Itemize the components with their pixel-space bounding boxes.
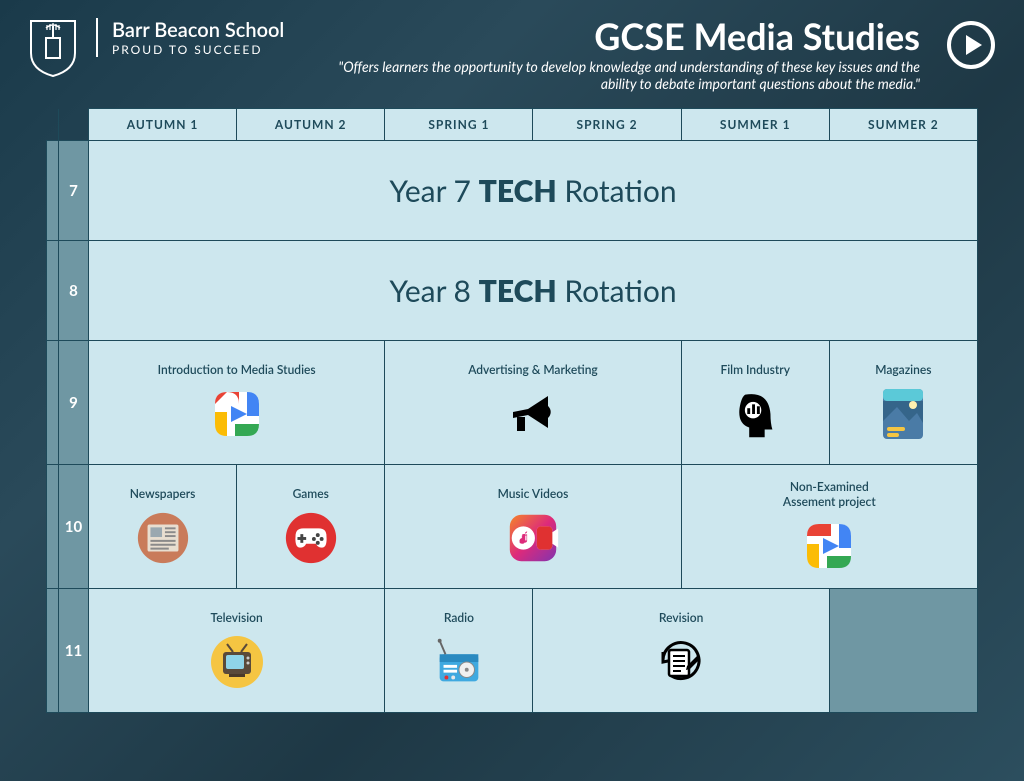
topic-cell: Magazines xyxy=(829,341,977,465)
music-video-icon: ♫ xyxy=(385,503,680,573)
page-quote: "Offers learners the opportunity to deve… xyxy=(302,58,920,92)
title-block: GCSE Media Studies "Offers learners the … xyxy=(302,18,928,92)
media-play-icon xyxy=(89,379,384,449)
year-10-row: 10 Newspapers Games xyxy=(47,465,978,589)
year-8-content: Year 8 TECH Rotation xyxy=(89,241,978,341)
tv-icon xyxy=(89,627,384,697)
topic-cell: Non-ExaminedAssement project xyxy=(681,465,977,589)
topic-cell: Games xyxy=(237,465,385,589)
gamepad-icon xyxy=(237,503,384,573)
year-label: 7 xyxy=(59,141,89,241)
term-head: SPRING 1 xyxy=(385,109,533,141)
svg-text:♫: ♫ xyxy=(518,529,530,547)
topic-cell: Radio xyxy=(385,589,533,713)
year-9-row: 9 Introduction to Media Studies Advertis… xyxy=(47,341,978,465)
topic-cell: Revision xyxy=(533,589,829,713)
radio-icon xyxy=(385,627,532,697)
revision-icon xyxy=(533,627,828,697)
school-name-block: Barr Beacon School PROUD TO SUCCEED xyxy=(96,18,284,57)
topic-cell: Advertising & Marketing xyxy=(385,341,681,465)
topic-label: Non-ExaminedAssement project xyxy=(682,473,977,511)
topic-cell: Television xyxy=(89,589,385,713)
term-head: SPRING 2 xyxy=(533,109,681,141)
topic-cell: Music Videos xyxy=(385,465,681,589)
topic-cell: Newspapers xyxy=(89,465,237,589)
term-head: AUTUMN 1 xyxy=(89,109,237,141)
school-motto: PROUD TO SUCCEED xyxy=(112,42,284,57)
curriculum-grid: AUTUMN 1 AUTUMN 2 SPRING 1 SPRING 2 SUMM… xyxy=(46,108,978,713)
play-circle-icon xyxy=(946,20,996,74)
year-label: 10 xyxy=(59,465,89,589)
year-label: 8 xyxy=(59,241,89,341)
year-11-row: 11 Television Radio xyxy=(47,589,978,713)
school-name: Barr Beacon School xyxy=(112,18,284,42)
magazine-icon xyxy=(830,379,977,449)
page-title: GCSE Media Studies xyxy=(302,18,920,54)
year-label: 9 xyxy=(59,341,89,465)
year-8-row: 8 Year 8 TECH Rotation xyxy=(47,241,978,341)
term-head: SUMMER 2 xyxy=(829,109,977,141)
school-crest-icon xyxy=(28,18,78,82)
topic-cell: Introduction to Media Studies xyxy=(89,341,385,465)
year-7-row: 7 Year 7 TECH Rotation xyxy=(47,141,978,241)
empty-cell xyxy=(829,589,977,713)
term-header-row: AUTUMN 1 AUTUMN 2 SPRING 1 SPRING 2 SUMM… xyxy=(47,109,978,141)
newspaper-icon xyxy=(89,503,236,573)
year-label: 11 xyxy=(59,589,89,713)
media-play-icon xyxy=(682,511,977,581)
term-head: SUMMER 1 xyxy=(681,109,829,141)
topic-cell: Film Industry xyxy=(681,341,829,465)
megaphone-icon xyxy=(385,379,680,449)
head-lens-icon xyxy=(682,379,829,449)
header: Barr Beacon School PROUD TO SUCCEED GCSE… xyxy=(0,0,1024,102)
term-head: AUTUMN 2 xyxy=(237,109,385,141)
year-7-content: Year 7 TECH Rotation xyxy=(89,141,978,241)
